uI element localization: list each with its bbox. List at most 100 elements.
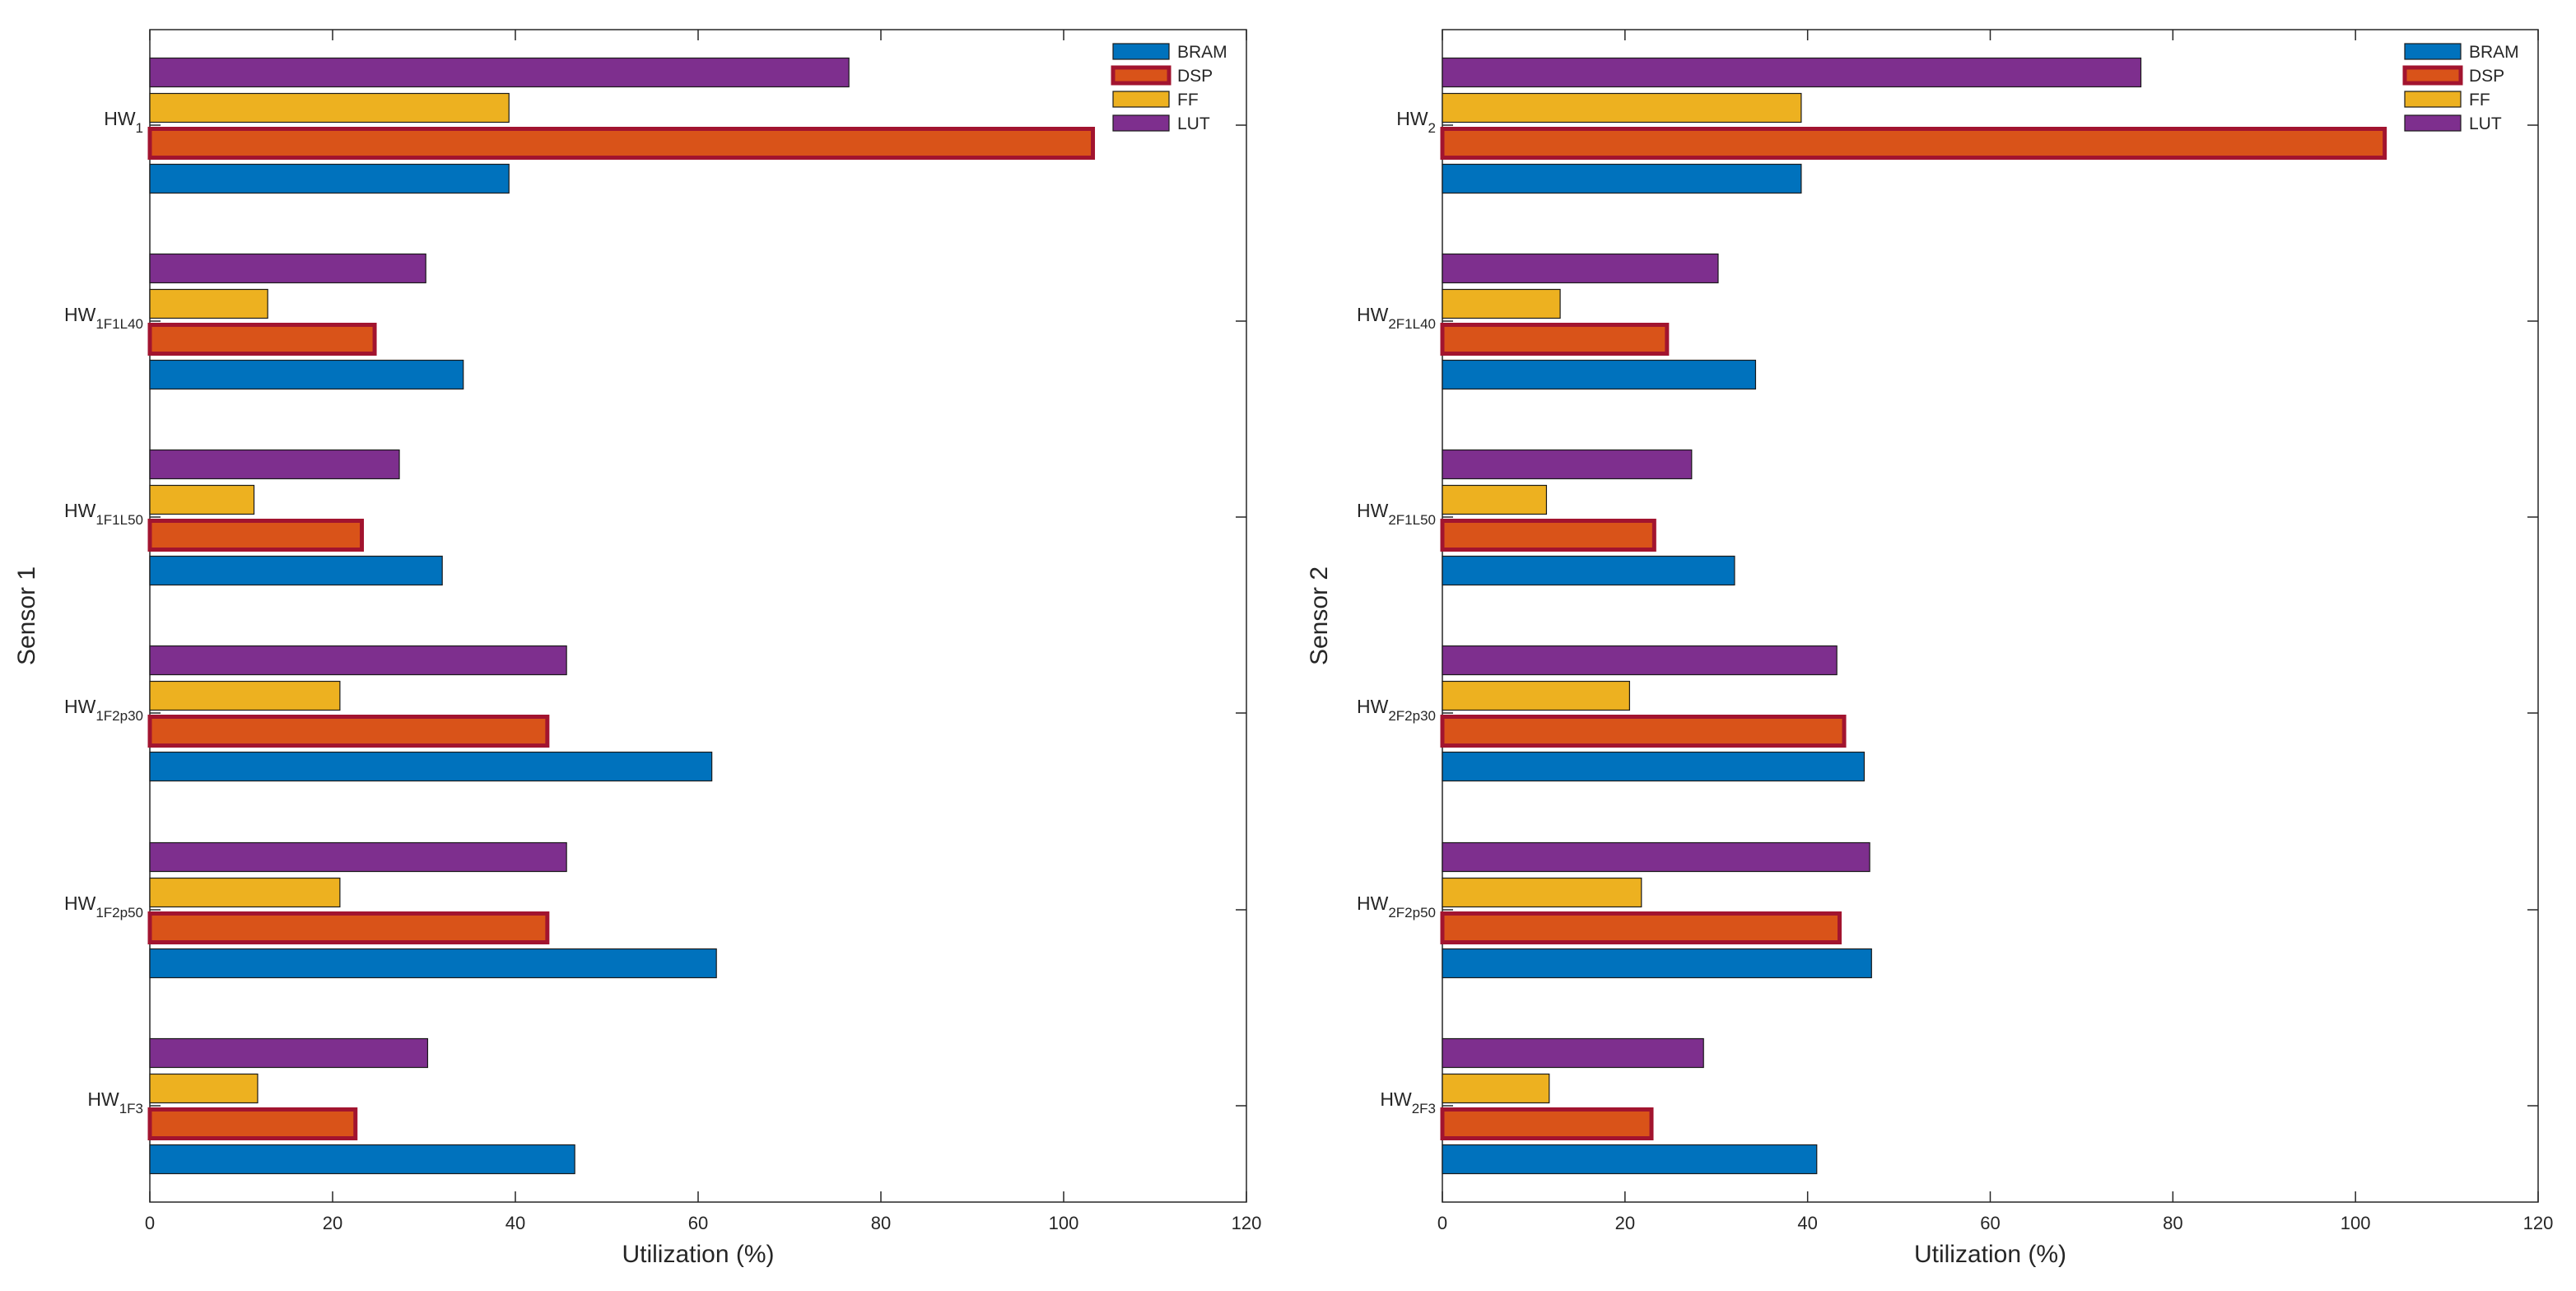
x-tick-label: 20 xyxy=(1615,1213,1635,1233)
bar-bram xyxy=(149,555,443,586)
legend-swatch xyxy=(1112,43,1170,60)
y-tick-label: HW1 xyxy=(104,108,143,136)
y-tick-label-sub: 2F2p30 xyxy=(1388,708,1436,724)
y-tick-label-sub: 1F2p50 xyxy=(95,905,143,920)
bar-dsp xyxy=(147,519,365,552)
x-tick-label: 80 xyxy=(871,1213,891,1233)
bar-dsp xyxy=(147,715,550,748)
y-tick-label: HW2F1L50 xyxy=(1357,500,1436,528)
legend-label: DSP xyxy=(2469,67,2504,86)
bar-bram xyxy=(149,751,713,782)
bar-ff xyxy=(1442,92,1802,124)
chart-panel-2: 0 20 40 60 80 100 120 Utilization (%) Sensor 2 HW… xyxy=(1306,29,2554,1268)
bar-dsp xyxy=(1440,911,1842,944)
legend-swatch xyxy=(2404,91,2462,108)
y-tick-label: HW2F1L40 xyxy=(1357,304,1436,332)
bar-ff xyxy=(149,288,268,319)
bar-lut xyxy=(149,841,567,873)
y-tick-label: HW1F2p50 xyxy=(64,893,143,920)
x-tick-label: 40 xyxy=(505,1213,525,1233)
legend-label: DSP xyxy=(1177,67,1213,86)
legend-label: LUT xyxy=(2469,114,2502,133)
legend-label: BRAM xyxy=(1177,43,1227,62)
x-axis-label: Utilization (%) xyxy=(1914,1241,2066,1268)
bar-ff xyxy=(1442,680,1630,711)
bar-bram xyxy=(1442,751,1866,782)
y-tick-label-sub: 1F2p30 xyxy=(95,708,143,724)
bar-ff xyxy=(149,484,255,515)
x-tick-label: 60 xyxy=(688,1213,708,1233)
x-tick-label: 100 xyxy=(2341,1213,2371,1233)
bar-bram xyxy=(149,359,464,390)
legend-label: FF xyxy=(2469,91,2490,110)
bar-bram xyxy=(1442,163,1802,194)
legend-label: BRAM xyxy=(2469,43,2519,62)
bar-lut xyxy=(1442,253,1719,284)
legend-swatch xyxy=(1111,65,1172,86)
bar-ff xyxy=(1442,484,1548,515)
y-tick-label: HW2F3 xyxy=(1380,1088,1436,1116)
bar-bram xyxy=(149,163,510,194)
y-tick-label-sub: 2F1L50 xyxy=(1388,512,1436,528)
legend-swatch xyxy=(1112,114,1170,132)
y-tick-label-base: HW xyxy=(1380,1088,1412,1110)
bar-bram xyxy=(1442,359,1757,390)
x-tick-label: 0 xyxy=(145,1213,155,1233)
bar-ff xyxy=(149,877,341,908)
y-tick-label: HW2F2p30 xyxy=(1357,696,1436,724)
bar-dsp xyxy=(1440,715,1847,748)
y-tick-label-sub: 2 xyxy=(1428,120,1436,136)
bar-lut xyxy=(1442,1037,1704,1069)
y-tick-label-base: HW xyxy=(64,696,96,717)
bar-dsp xyxy=(147,1107,358,1140)
y-tick-label-base: HW xyxy=(64,304,96,325)
x-tick-label: 120 xyxy=(2523,1213,2554,1233)
y-tick-label-base: HW xyxy=(1357,500,1389,521)
y-tick-label-base: HW xyxy=(1357,304,1389,325)
bar-lut xyxy=(149,253,426,284)
bar-dsp xyxy=(147,911,550,944)
x-tick-label: 0 xyxy=(1437,1213,1447,1233)
bar-lut xyxy=(149,645,567,676)
y-tick-label-base: HW xyxy=(1357,893,1389,914)
bar-lut xyxy=(1442,57,2142,88)
legend-label: FF xyxy=(1177,91,1199,110)
legend-swatch xyxy=(2404,43,2462,60)
y-tick-label-sub: 1F3 xyxy=(119,1101,143,1116)
bar-dsp xyxy=(147,127,1096,160)
bar-dsp xyxy=(1440,519,1656,552)
bar-lut xyxy=(149,449,400,480)
bar-lut xyxy=(1442,449,1693,480)
x-tick-label: 60 xyxy=(1980,1213,2000,1233)
y-tick-label-sub: 1 xyxy=(136,120,143,136)
y-axis-label: Sensor 2 xyxy=(1306,566,1333,665)
y-tick-label-base: HW xyxy=(64,893,96,914)
y-tick-label-base: HW xyxy=(104,108,136,129)
y-tick-label-sub: 2F3 xyxy=(1412,1101,1436,1116)
y-tick-label-base: HW xyxy=(87,1088,119,1110)
bar-dsp xyxy=(1440,127,2387,160)
y-tick-label: HW2F2p50 xyxy=(1357,893,1436,920)
bar-lut xyxy=(149,57,850,88)
legend-label: LUT xyxy=(1177,114,1210,133)
bar-ff xyxy=(1442,288,1561,319)
chart-panel-1: 0 20 40 60 80 100 120 Utilization (%) Sensor 1 HW… xyxy=(13,29,1261,1268)
bar-dsp xyxy=(147,323,377,356)
y-tick-label: HW1F1L40 xyxy=(64,304,143,332)
bar-bram xyxy=(1442,948,1872,979)
x-axis-label: Utilization (%) xyxy=(622,1241,774,1268)
bar-lut xyxy=(1442,841,1870,873)
bar-dsp xyxy=(1440,323,1670,356)
bar-ff xyxy=(149,92,510,124)
bar-ff xyxy=(1442,877,1642,908)
y-tick-label-base: HW xyxy=(1357,696,1389,717)
y-tick-label: HW2 xyxy=(1396,108,1436,136)
y-tick-label-sub: 2F1L40 xyxy=(1388,316,1436,332)
bar-lut xyxy=(1442,645,1838,676)
x-tick-label: 20 xyxy=(323,1213,342,1233)
y-tick-label: HW1F1L50 xyxy=(64,500,143,528)
bar-ff xyxy=(149,680,341,711)
y-tick-label-sub: 2F2p50 xyxy=(1388,905,1436,920)
